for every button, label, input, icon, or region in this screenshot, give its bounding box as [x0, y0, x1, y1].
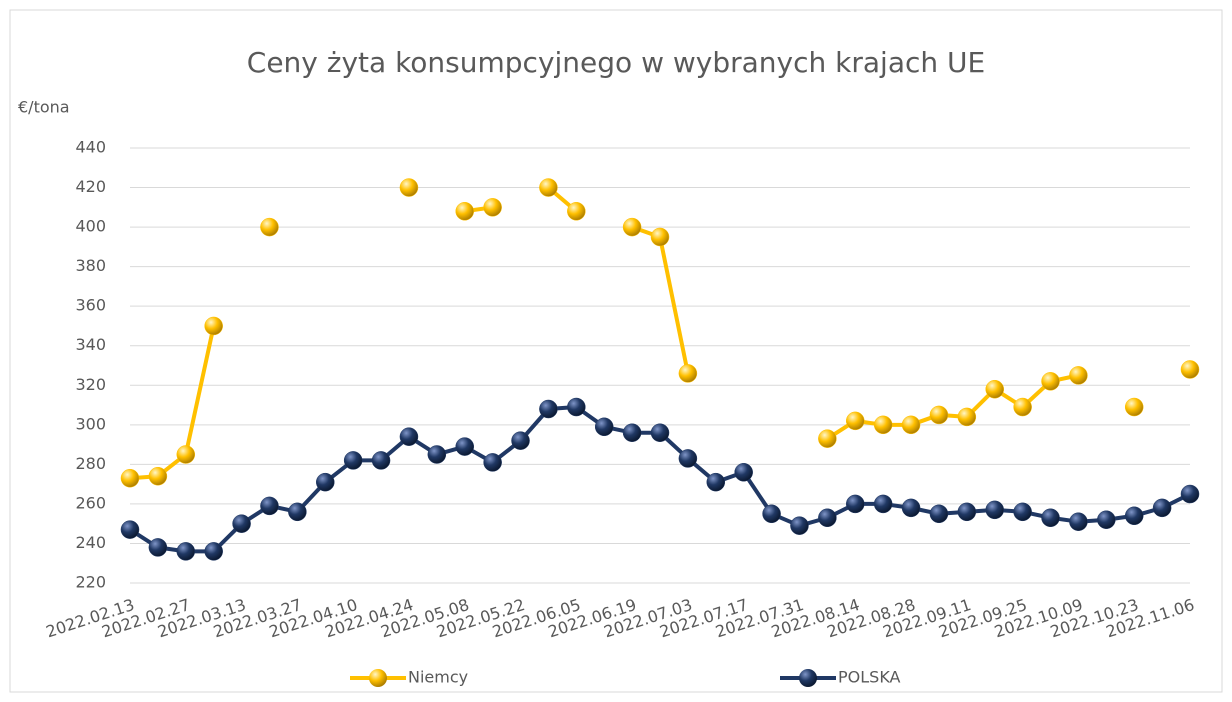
data-point	[427, 445, 447, 464]
data-point	[873, 415, 893, 435]
data-point	[678, 449, 698, 468]
data-point	[399, 178, 419, 197]
y-tick-label: 340	[75, 335, 106, 354]
data-point	[818, 429, 837, 448]
data-point	[1124, 397, 1144, 417]
data-point	[901, 498, 921, 518]
data-point	[288, 502, 307, 522]
data-point	[1180, 360, 1200, 379]
data-point	[985, 500, 1004, 520]
y-tick-label: 400	[75, 217, 106, 236]
legend-label: Niemcy	[408, 668, 468, 687]
legend-label: POLSKA	[838, 668, 901, 687]
data-point	[1097, 510, 1116, 529]
data-point	[1180, 484, 1200, 504]
chart-title: Ceny żyta konsumpcyjnego w wybranych kra…	[247, 46, 985, 79]
data-point	[929, 504, 949, 524]
data-point	[204, 542, 223, 561]
y-tick-label: 260	[75, 493, 106, 512]
data-point	[316, 472, 335, 492]
data-point	[1041, 508, 1060, 527]
y-tick-label: 440	[75, 138, 106, 157]
data-point	[873, 494, 893, 514]
data-point	[846, 411, 865, 431]
data-point	[762, 504, 781, 524]
legend-marker	[799, 669, 817, 687]
data-point	[678, 364, 698, 383]
data-point	[176, 542, 196, 561]
data-point	[622, 217, 642, 237]
data-point	[929, 405, 949, 425]
y-tick-label: 420	[75, 177, 106, 196]
data-point	[650, 227, 670, 247]
data-point	[1013, 397, 1032, 417]
data-point	[371, 451, 391, 470]
data-point	[148, 538, 168, 557]
y-tick-label: 300	[75, 414, 106, 433]
data-point	[511, 431, 530, 450]
data-point	[1069, 512, 1088, 531]
data-point	[734, 463, 753, 482]
y-tick-label: 240	[75, 533, 106, 552]
data-point	[1152, 498, 1172, 518]
data-point	[260, 496, 279, 516]
data-point	[232, 514, 251, 533]
data-point	[539, 399, 558, 419]
data-point	[1124, 506, 1144, 526]
data-point	[706, 472, 726, 492]
data-point	[399, 427, 419, 446]
y-axis-label: €/tona	[18, 98, 70, 117]
data-point	[846, 494, 865, 514]
data-point	[957, 502, 977, 522]
y-tick-label: 360	[75, 296, 106, 315]
data-point	[483, 198, 502, 217]
data-point	[650, 423, 670, 442]
data-point	[343, 451, 363, 470]
data-point	[901, 415, 921, 435]
y-tick-label: 380	[75, 256, 106, 275]
data-point	[120, 468, 140, 488]
data-point	[260, 217, 279, 237]
data-point	[790, 516, 809, 535]
data-point	[818, 508, 837, 527]
data-point	[455, 202, 474, 221]
data-point	[985, 379, 1004, 399]
data-point	[148, 466, 168, 486]
data-point	[483, 453, 502, 472]
y-tick-label: 320	[75, 375, 106, 394]
chart-frame	[9, 9, 1223, 693]
data-point	[539, 178, 558, 197]
data-point	[594, 417, 614, 437]
data-point	[1069, 366, 1088, 385]
data-point	[622, 423, 642, 442]
data-point	[455, 437, 474, 456]
data-point	[204, 316, 223, 336]
y-tick-label: 220	[75, 573, 106, 592]
data-point	[567, 202, 586, 221]
data-point	[1041, 372, 1060, 391]
y-tick-label: 280	[75, 454, 106, 473]
data-point	[957, 407, 977, 427]
data-point	[567, 397, 586, 417]
legend-marker	[369, 669, 387, 687]
data-point	[120, 520, 140, 539]
data-point	[1013, 502, 1032, 522]
data-point	[176, 445, 196, 464]
